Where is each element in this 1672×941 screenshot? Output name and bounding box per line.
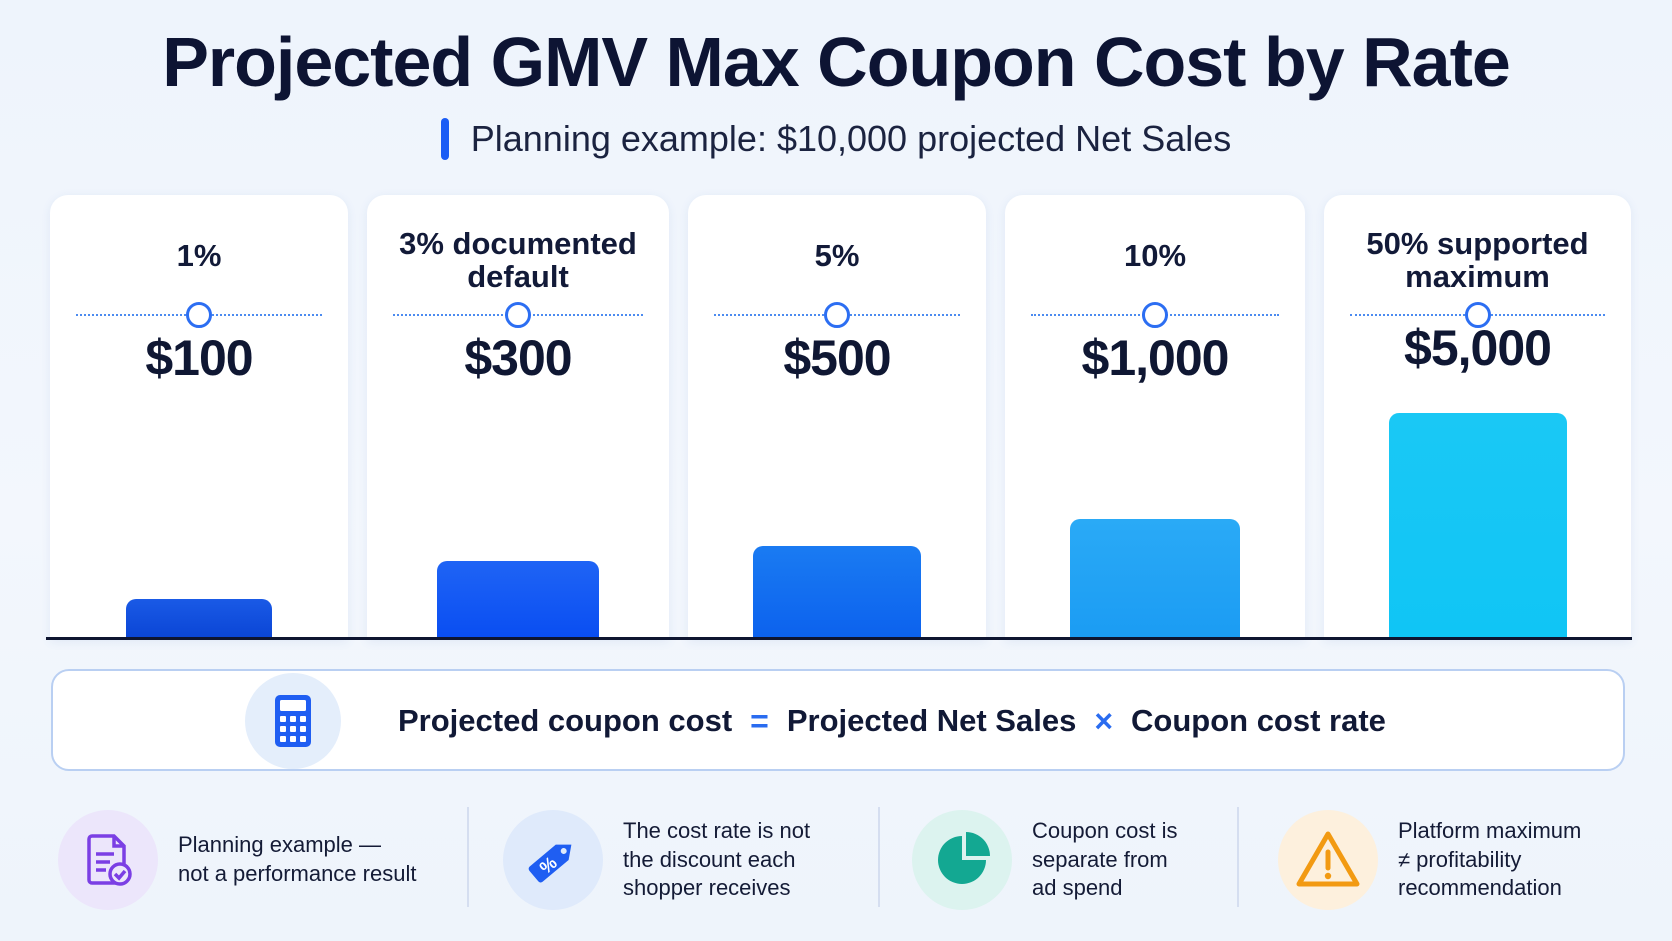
bar-value-label: $300	[464, 330, 572, 386]
bar-card: 1% $100	[50, 195, 348, 640]
category-label-line: 5%	[814, 238, 860, 273]
times-operator: ×	[1094, 702, 1114, 739]
formula: Projected coupon cost = Projected Net Sa…	[398, 671, 1386, 771]
category-label-line: 1%	[176, 238, 222, 273]
bar-card: 5% $500	[688, 195, 986, 640]
note-text: Coupon cost is separate from ad spend	[1032, 818, 1178, 901]
bar-value-label: $1,000	[1081, 330, 1230, 386]
note-text: Platform maximum ≠ profitability recomme…	[1398, 818, 1582, 901]
note-planning-example: Planning example — not a performance res…	[58, 805, 416, 915]
document-check-icon	[58, 810, 158, 910]
note-text: Planning example — not a performance res…	[178, 832, 417, 886]
pie-chart-icon	[912, 810, 1012, 910]
bar-value-label: $100	[145, 330, 253, 386]
bar	[437, 561, 599, 637]
bar-category-label: 10%	[1005, 238, 1305, 273]
rate-marker	[1142, 302, 1168, 328]
note-coupon-separate: Coupon cost is separate from ad spend	[912, 805, 1178, 915]
rate-marker	[1464, 302, 1491, 328]
equals-operator: =	[750, 702, 769, 739]
formula-net-sales-term: Projected Net Sales	[786, 703, 1077, 738]
subtitle-accent-bar	[440, 118, 449, 160]
bar	[126, 599, 272, 637]
bar-category-label: 3% documented default	[367, 227, 669, 294]
note-cost-rate: % The cost rate is not the discount each…	[503, 805, 810, 915]
note-divider	[878, 807, 880, 907]
note-text: The cost rate is not the discount each s…	[623, 818, 811, 901]
bar-category-label: 5%	[688, 238, 986, 273]
bar-card: 10% $1,000	[1005, 195, 1305, 640]
percent-tag-icon: %	[503, 810, 603, 910]
rate-marker	[186, 302, 212, 328]
category-label-line: maximum	[1405, 259, 1550, 295]
note-divider	[467, 807, 469, 907]
warning-icon	[1278, 810, 1378, 910]
note-divider	[1237, 807, 1239, 907]
bar	[1070, 519, 1240, 637]
category-label-line: 10%	[1123, 238, 1187, 273]
chart-title: Projected GMV Max Coupon Cost by Rate	[162, 23, 1511, 101]
bar	[753, 545, 921, 637]
bar-value-label: $500	[783, 330, 891, 386]
bar-value-label: $5,000	[1404, 320, 1552, 376]
rate-marker	[505, 302, 531, 328]
chart-baseline	[46, 637, 1632, 640]
bar-card: 50% supported maximum $5,000	[1324, 195, 1631, 640]
bar-category-label: 1%	[50, 238, 348, 273]
formula-rate-term: Coupon cost rate	[1131, 703, 1386, 738]
category-label-line: 50% supported	[1366, 226, 1589, 261]
subtitle-row: Planning example: $10,000 projected Net …	[0, 118, 1672, 160]
bar	[1388, 413, 1567, 637]
rate-marker	[824, 302, 850, 328]
formula-panel: Projected coupon cost = Projected Net Sa…	[51, 669, 1625, 771]
chart-subtitle: Planning example: $10,000 projected Net …	[470, 118, 1232, 159]
bar-category-label: 50% supported maximum	[1324, 227, 1631, 294]
calculator-icon	[245, 673, 341, 769]
category-label-line: 3% documented	[399, 226, 637, 261]
bar-card: 3% documented default $300	[367, 195, 669, 640]
note-platform-maximum: Platform maximum ≠ profitability recomme…	[1278, 805, 1581, 915]
formula-result-term: Projected coupon cost	[398, 703, 733, 738]
category-label-line: default	[467, 259, 569, 295]
